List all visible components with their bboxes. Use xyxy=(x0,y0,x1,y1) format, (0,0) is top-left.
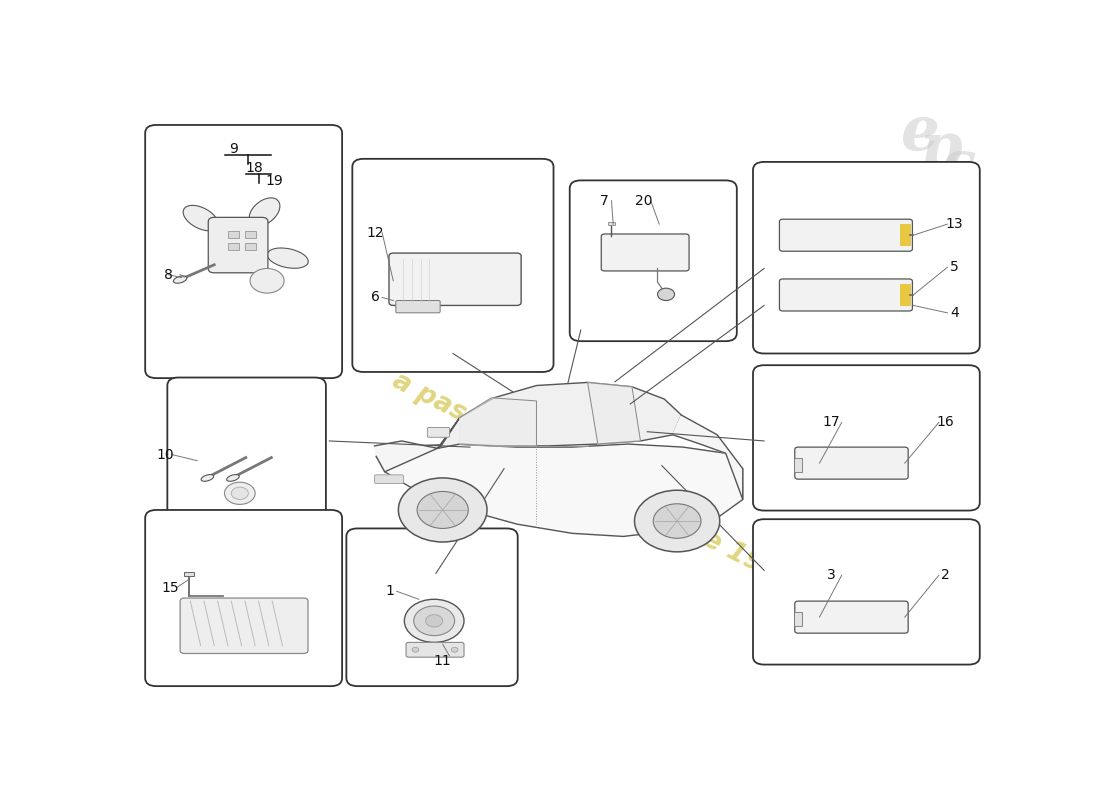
Bar xyxy=(608,222,615,226)
Text: 5: 5 xyxy=(949,260,958,274)
Text: a passion for parts since 1985: a passion for parts since 1985 xyxy=(388,368,800,594)
Text: 3: 3 xyxy=(827,568,836,582)
Text: p: p xyxy=(920,120,961,180)
FancyBboxPatch shape xyxy=(180,598,308,654)
Text: 6: 6 xyxy=(371,290,380,305)
Polygon shape xyxy=(376,444,742,537)
FancyBboxPatch shape xyxy=(780,279,912,311)
Ellipse shape xyxy=(174,276,187,283)
Bar xyxy=(228,243,239,250)
Bar xyxy=(245,231,256,238)
Text: 13: 13 xyxy=(945,217,962,231)
Circle shape xyxy=(231,487,249,499)
Circle shape xyxy=(653,504,701,538)
Text: 20: 20 xyxy=(635,194,652,208)
FancyBboxPatch shape xyxy=(145,510,342,686)
FancyBboxPatch shape xyxy=(374,475,404,483)
Circle shape xyxy=(426,614,442,627)
FancyBboxPatch shape xyxy=(352,159,553,372)
Ellipse shape xyxy=(250,198,279,226)
FancyBboxPatch shape xyxy=(795,447,909,479)
FancyBboxPatch shape xyxy=(795,601,909,633)
Circle shape xyxy=(414,606,454,636)
Circle shape xyxy=(250,269,284,293)
Circle shape xyxy=(658,288,674,301)
Text: 2: 2 xyxy=(942,568,950,582)
Polygon shape xyxy=(374,418,460,472)
FancyBboxPatch shape xyxy=(754,365,980,510)
Polygon shape xyxy=(438,382,681,448)
Text: 1: 1 xyxy=(385,584,394,598)
Text: 18: 18 xyxy=(245,161,263,175)
Text: 16: 16 xyxy=(937,415,955,430)
Ellipse shape xyxy=(267,248,308,268)
Polygon shape xyxy=(587,382,640,444)
Circle shape xyxy=(405,599,464,642)
Text: s: s xyxy=(942,137,976,197)
Ellipse shape xyxy=(227,474,240,482)
FancyBboxPatch shape xyxy=(602,234,689,271)
Circle shape xyxy=(412,647,419,652)
Circle shape xyxy=(398,478,487,542)
FancyBboxPatch shape xyxy=(780,219,912,251)
Text: 7: 7 xyxy=(601,194,609,208)
FancyBboxPatch shape xyxy=(145,125,342,378)
Ellipse shape xyxy=(183,206,218,230)
Bar xyxy=(794,458,803,472)
Bar xyxy=(901,284,911,306)
Bar xyxy=(794,612,803,626)
Ellipse shape xyxy=(201,474,213,482)
Bar xyxy=(901,224,911,246)
Text: 15: 15 xyxy=(161,581,178,594)
FancyBboxPatch shape xyxy=(167,378,326,517)
FancyBboxPatch shape xyxy=(754,162,980,354)
Circle shape xyxy=(635,490,719,552)
Circle shape xyxy=(224,482,255,505)
Text: 19: 19 xyxy=(266,174,284,188)
Text: 9: 9 xyxy=(230,142,239,156)
Text: 8: 8 xyxy=(164,268,173,282)
Text: 12: 12 xyxy=(366,226,384,240)
Text: 11: 11 xyxy=(433,654,452,668)
Text: 17: 17 xyxy=(823,415,840,430)
FancyBboxPatch shape xyxy=(427,427,450,438)
Bar xyxy=(228,231,239,238)
Circle shape xyxy=(451,647,458,652)
FancyBboxPatch shape xyxy=(396,301,440,313)
Bar xyxy=(245,243,256,250)
Circle shape xyxy=(417,491,469,529)
FancyBboxPatch shape xyxy=(389,253,521,306)
Polygon shape xyxy=(673,415,742,499)
Text: 10: 10 xyxy=(157,447,175,462)
FancyBboxPatch shape xyxy=(406,642,464,657)
FancyBboxPatch shape xyxy=(208,218,268,273)
FancyBboxPatch shape xyxy=(754,519,980,665)
Bar xyxy=(185,571,194,577)
Polygon shape xyxy=(460,398,537,446)
Text: 4: 4 xyxy=(949,306,958,320)
Text: e: e xyxy=(901,103,939,163)
FancyBboxPatch shape xyxy=(570,180,737,341)
FancyBboxPatch shape xyxy=(346,529,518,686)
